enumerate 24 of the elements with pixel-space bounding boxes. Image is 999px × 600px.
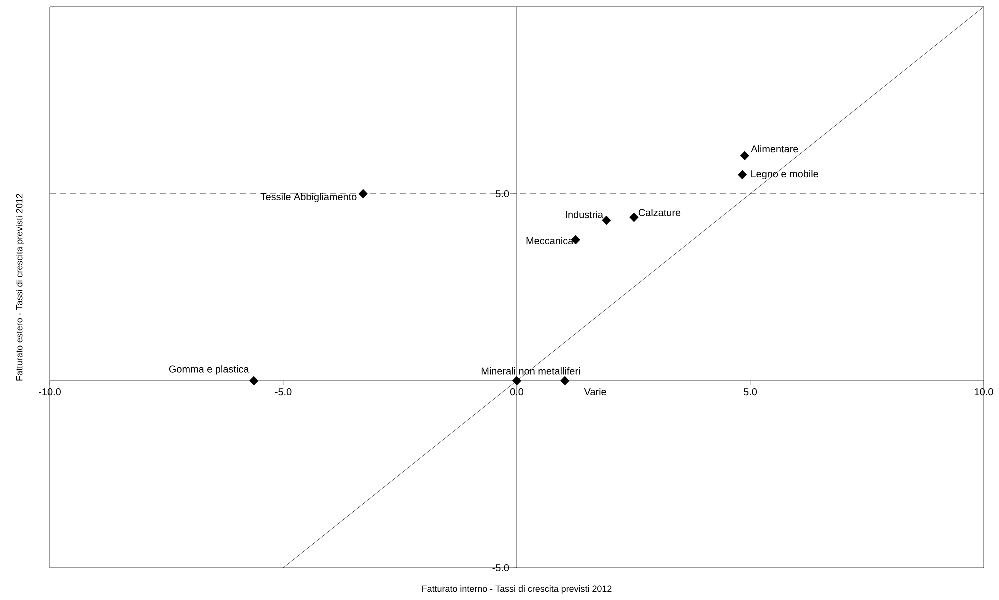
x-tick-label: -5.0: [275, 388, 292, 396]
point: [560, 376, 570, 386]
y-axis-title: Fatturato estero - Tassi di crescita previsti 2012: [16, 194, 24, 381]
annotation: Alimentare: [751, 145, 798, 153]
annotation: Tessile Abbigliamento: [261, 193, 357, 202]
annotation: Meccanica: [526, 237, 574, 245]
annotation: Gomma e plastica: [169, 366, 250, 375]
x-tick-label: 5.0: [744, 388, 758, 396]
point: [602, 216, 612, 226]
point: [740, 151, 750, 161]
x-tick-label: 10.0: [975, 388, 994, 396]
annotation: Legno e mobile: [752, 170, 818, 180]
point: [512, 376, 522, 386]
annotation: Calzature: [638, 209, 681, 216]
point: [358, 189, 368, 199]
x-tick-label: -10.0: [39, 388, 61, 396]
point: [738, 170, 748, 180]
point: [630, 212, 639, 222]
annotation: Industria: [566, 211, 604, 218]
annotation: Minerali non metalliferi: [482, 367, 580, 375]
x-axis-title: Fatturato interno - Tassi di crescita previsti 2012: [422, 586, 612, 594]
point: [249, 376, 259, 386]
x-tick-label: 0.0: [510, 388, 524, 396]
annotation: Varie: [584, 388, 606, 396]
